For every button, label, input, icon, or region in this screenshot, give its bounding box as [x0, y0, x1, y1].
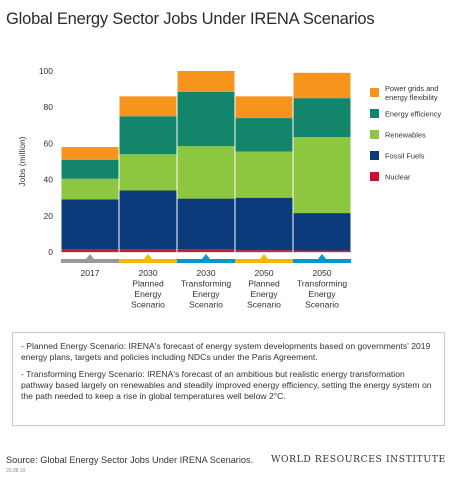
y-tick-label: 0 — [48, 247, 53, 257]
scenario-notes: - Planned Energy Scenario: IRENA's forec… — [12, 332, 445, 426]
legend-label: Energy efficiency — [385, 110, 441, 119]
legend-label-line: Renewables — [385, 131, 426, 140]
x-tick-label-line: Energy — [134, 289, 162, 299]
bar-segment-fossil-fuels — [61, 199, 119, 250]
legend-label: Nuclear — [385, 173, 411, 182]
bar-segment-renewables — [235, 151, 293, 198]
x-tick-label-line: 2017 — [80, 268, 99, 278]
legend-swatch — [370, 109, 379, 118]
x-tick-label-line: Energy — [308, 289, 336, 299]
bar-segment-fossil-fuels — [119, 190, 177, 250]
bar-segment-energy-efficiency — [293, 98, 351, 138]
y-tick-label: 100 — [39, 66, 53, 76]
logo-text: WORLD RESOURCES INSTITUTE — [271, 453, 446, 465]
bar-segment-power-grids-and-energy-flexibility — [177, 71, 235, 92]
x-tick-label-line: Planned — [248, 279, 280, 289]
bar-segment-fossil-fuels — [177, 198, 235, 250]
bar-segment-fossil-fuels — [235, 197, 293, 251]
note-planned: - Planned Energy Scenario: IRENA's forec… — [21, 341, 431, 362]
category-band — [61, 259, 119, 263]
legend-label: Fossil Fuels — [385, 152, 425, 161]
x-tick-label-line: Transforming — [181, 279, 232, 289]
x-tick-label-line: 2030 — [138, 268, 157, 278]
legend-swatch — [370, 88, 379, 97]
y-tick-label: 60 — [44, 138, 54, 148]
bar-segment-energy-efficiency — [177, 91, 235, 147]
bar-segment-power-grids-and-energy-flexibility — [119, 96, 177, 117]
x-tick-label-line: Energy — [192, 289, 220, 299]
x-tick-label: 2017 — [80, 268, 99, 278]
x-tick-label-line: Transforming — [297, 279, 348, 289]
bar-segment-energy-efficiency — [235, 118, 293, 152]
y-axis-label: Jobs (million) — [17, 136, 27, 186]
category-marker-icon — [260, 254, 268, 259]
category-band — [293, 259, 351, 263]
x-tick-label-line: Scenario — [247, 300, 281, 310]
category-band — [177, 259, 235, 263]
legend-label-line: Power grids and — [385, 84, 438, 93]
x-tick-label: 2050 Transforming Energy Scenario — [297, 268, 348, 310]
figure-code: 20.08.10 — [6, 468, 26, 474]
bar-segment-renewables — [119, 154, 177, 191]
legend-label-line: energy flexibility — [385, 93, 438, 102]
category-marker-icon — [86, 254, 94, 259]
bar-segment-nuclear — [293, 250, 351, 252]
y-tick-label: 20 — [44, 211, 54, 221]
category-band — [119, 259, 177, 263]
category-marker-icon — [202, 254, 210, 259]
bar-segment-nuclear — [61, 249, 119, 252]
legend-label-line: Nuclear — [385, 173, 411, 182]
y-tick-label: 80 — [44, 102, 54, 112]
y-tick-label: 40 — [44, 175, 54, 185]
bar-segment-power-grids-and-energy-flexibility — [235, 96, 293, 119]
legend-swatch — [370, 130, 379, 139]
bar-segment-nuclear — [119, 249, 177, 252]
legend-label-line: Energy efficiency — [385, 110, 441, 119]
bar-segment-nuclear — [177, 249, 235, 252]
category-marker-icon — [318, 254, 326, 259]
bar-segment-renewables — [61, 178, 119, 200]
category-marker-icon — [144, 254, 152, 259]
legend-label-line: Fossil Fuels — [385, 152, 425, 161]
chart-title: Global Energy Sector Jobs Under IRENA Sc… — [6, 10, 375, 28]
bar-segment-energy-efficiency — [119, 116, 177, 155]
bar-segment-renewables — [177, 146, 235, 199]
x-tick-label-line: 2050 — [254, 268, 273, 278]
category-band — [235, 259, 293, 263]
source-text: Source: Global Energy Sector Jobs Under … — [6, 455, 254, 465]
x-tick-label: 2050 Planned Energy Scenario — [247, 268, 281, 310]
x-tick-label-line: 2030 — [196, 268, 215, 278]
legend-swatch — [370, 172, 379, 181]
x-tick-label-line: 2050 — [312, 268, 331, 278]
bar-segment-energy-efficiency — [61, 159, 119, 179]
legend-label: Renewables — [385, 131, 426, 140]
bar-segment-power-grids-and-energy-flexibility — [61, 147, 119, 160]
x-tick-label-line: Scenario — [189, 300, 223, 310]
x-tick-label-line: Scenario — [305, 300, 339, 310]
wri-logo: WORLD RESOURCES INSTITUTE — [265, 449, 445, 469]
legend-label: Power grids and energy flexibility — [385, 84, 438, 102]
x-tick-label-line: Planned — [132, 279, 164, 289]
bar-segment-fossil-fuels — [293, 213, 351, 251]
bar-segment-renewables — [293, 137, 351, 214]
bar-segment-power-grids-and-energy-flexibility — [293, 72, 351, 99]
note-transforming: - Transforming Energy Scenario: IRENA's … — [21, 369, 432, 401]
x-tick-label-line: Energy — [250, 289, 278, 299]
x-tick-label-line: Scenario — [131, 300, 165, 310]
x-tick-label: 2030 Transforming Energy Scenario — [181, 268, 232, 310]
x-tick-label: 2030 Planned Energy Scenario — [131, 268, 165, 310]
legend-swatch — [370, 151, 379, 160]
bar-segment-nuclear — [235, 250, 293, 252]
